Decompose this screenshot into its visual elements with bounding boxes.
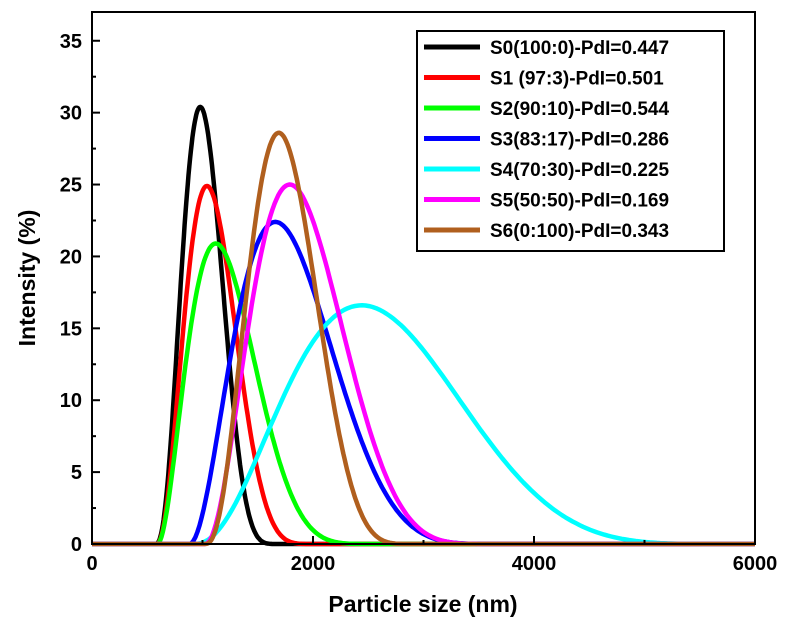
legend-label-6: S6(0:100)-PdI=0.343 [490,221,669,242]
legend: S0(100:0)-PdI=0.447 S1 (97:3)-PdI=0.501 S2… [416,30,725,252]
x-axis-title: Particle size (nm) [328,591,517,617]
series-line-3 [92,219,755,547]
legend-label-0: S0(100:0)-PdI=0.447 [490,38,669,59]
x-tick-label-0: 0 [86,553,97,575]
legend-label-5: S5(50:50)-PdI=0.169 [490,191,669,212]
legend-label-4: S4(70:30)-PdI=0.225 [490,160,669,181]
y-tick-label-30: 30 [60,103,82,125]
y-axis-title: Intensity (%) [14,210,40,347]
y-tick-label-10: 10 [60,390,82,412]
y-tick-label-0: 0 [71,534,82,556]
y-tick-label-15: 15 [60,318,82,340]
x-tick-label-2000: 2000 [291,553,336,575]
series-line-1 [92,183,755,547]
series-curves [92,104,755,547]
legend-label-3: S3(83:17)-PdI=0.286 [490,130,669,151]
y-tick-label-20: 20 [60,246,82,268]
x-tick-label-4000: 4000 [512,553,557,575]
series-line-2 [92,241,755,547]
legend-label-1: S1 (97:3)-PdI=0.501 [490,69,664,90]
axis-ticks: 0 2000 4000 6000 0 5 10 15 20 25 30 35 [60,31,778,575]
series-line-6 [92,130,755,547]
y-tick-label-5: 5 [71,462,82,484]
legend-label-2: S2(90:10)-PdI=0.544 [490,99,669,120]
y-tick-label-25: 25 [60,175,82,197]
x-tick-label-6000: 6000 [733,553,778,575]
y-tick-label-35: 35 [60,31,82,53]
series-line-4 [92,303,755,547]
